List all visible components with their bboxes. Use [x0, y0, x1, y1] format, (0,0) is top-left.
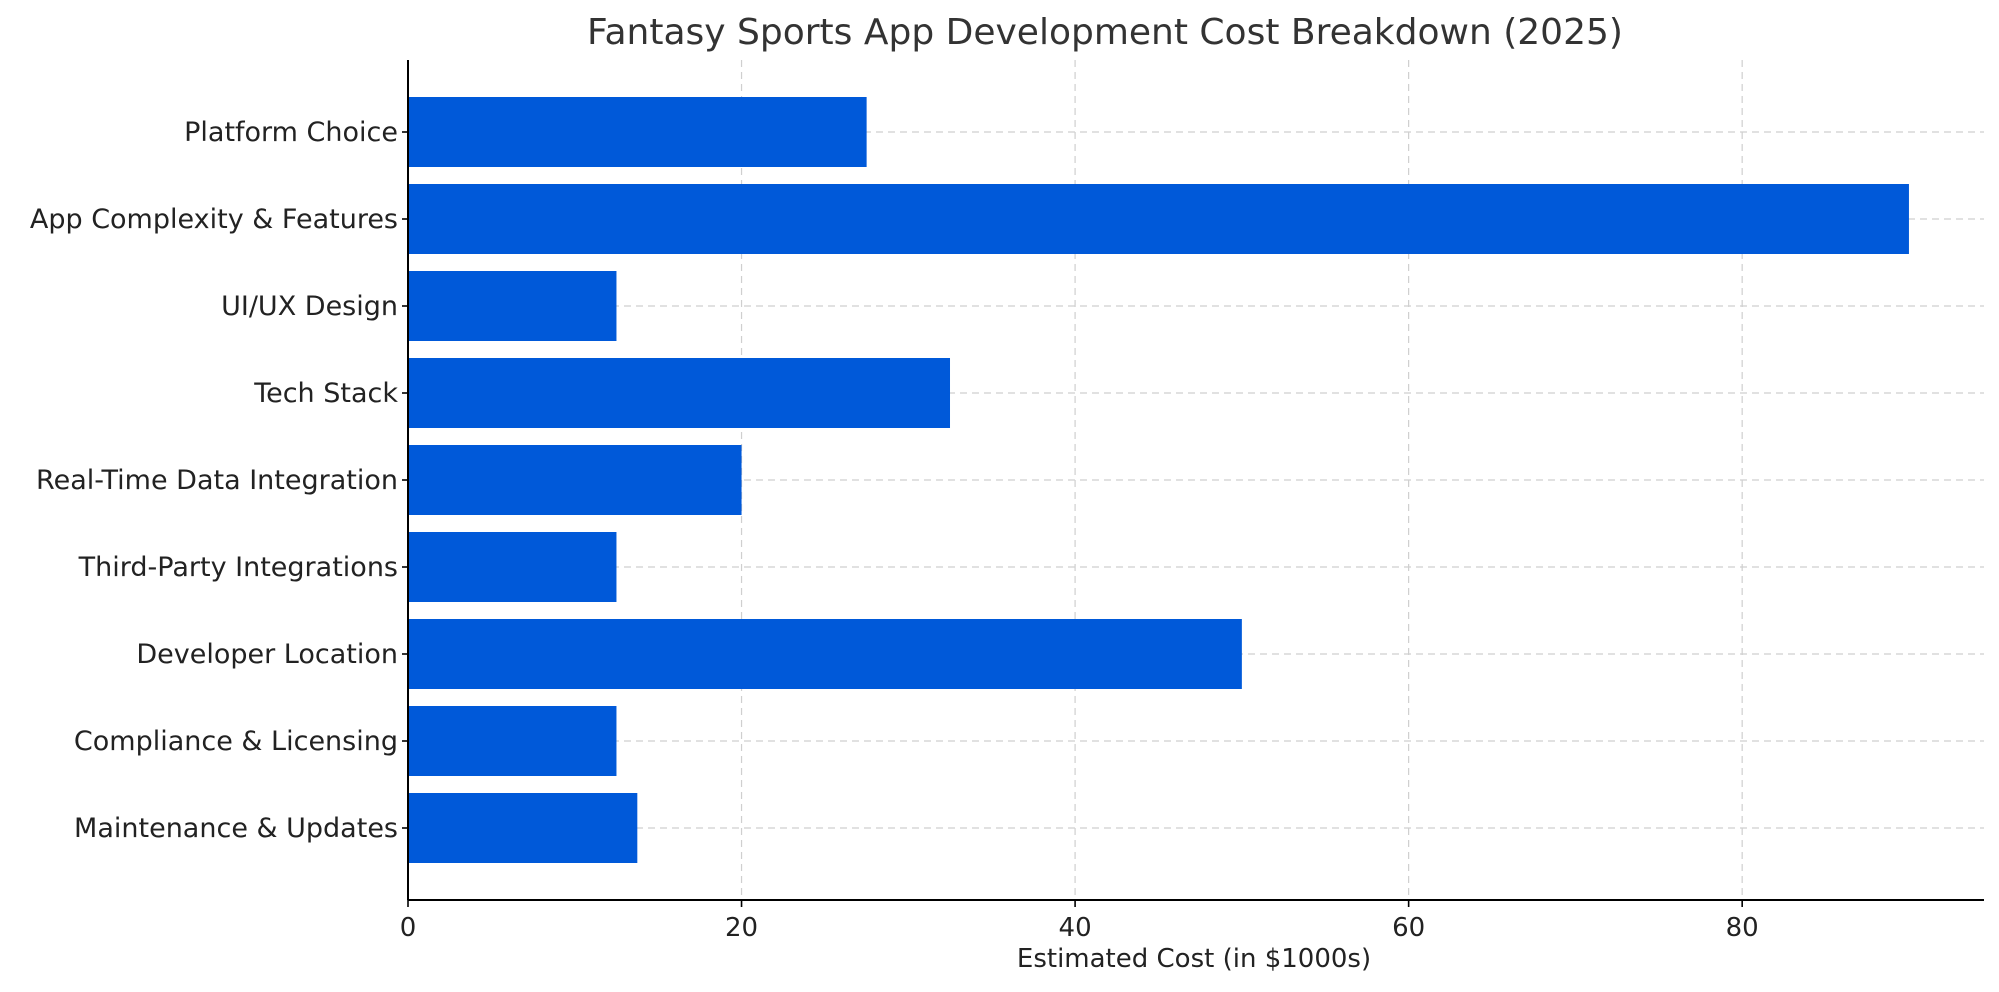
x-axis-label: Estimated Cost (in $1000s): [1017, 944, 1371, 974]
bar-developer-location: [408, 619, 1242, 689]
category-label-platform-choice: Platform Choice: [184, 117, 398, 148]
x-tick-label-0: 0: [400, 913, 417, 943]
x-tick-label-4: 80: [1726, 913, 1759, 943]
category-label-ui-ux-design: UI/UX Design: [221, 291, 398, 322]
bar-app-complexity-and-features: [408, 184, 1909, 254]
category-label-real-time-data-integration: Real-Time Data Integration: [36, 465, 398, 496]
x-ticks-layer: 0 20 40 60 80: [400, 131, 1759, 943]
category-label-app-complexity-and-features: App Complexity & Features: [30, 204, 398, 235]
category-label-developer-location: Developer Location: [136, 639, 398, 670]
category-labels-layer: Platform Choice App Complexity & Features…: [30, 117, 398, 844]
bar-ui-ux-design: [408, 271, 617, 341]
category-label-third-party-integrations: Third-Party Integrations: [78, 552, 398, 583]
bar-real-time-data-integration: [408, 445, 742, 515]
category-label-tech-stack: Tech Stack: [253, 378, 398, 409]
x-tick-label-1: 20: [725, 913, 758, 943]
bar-maintenance-and-updates: [408, 793, 638, 863]
x-tick-label-3: 60: [1392, 913, 1425, 943]
bars-layer: [408, 97, 1909, 863]
bar-platform-choice: [408, 97, 867, 167]
category-label-maintenance-and-updates: Maintenance & Updates: [74, 813, 398, 844]
chart-title: Fantasy Sports App Development Cost Brea…: [587, 12, 1623, 53]
bar-tech-stack: [408, 358, 951, 428]
x-tick-label-2: 40: [1059, 913, 1092, 943]
category-label-compliance-and-licensing: Compliance & Licensing: [74, 726, 398, 757]
bar-compliance-and-licensing: [408, 706, 617, 776]
bar-third-party-integrations: [408, 532, 617, 602]
